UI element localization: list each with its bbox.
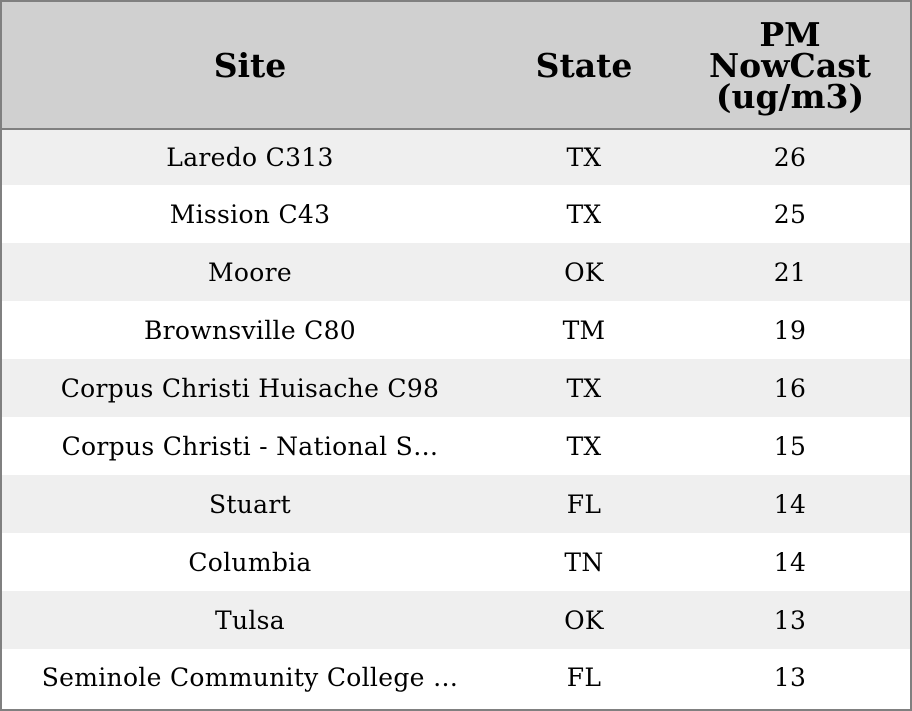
header-row: Site State PM NowCast (ug/m3) (2, 2, 910, 130)
table-header: Site State PM NowCast (ug/m3) (2, 2, 910, 130)
table-row: Tulsa OK 13 (2, 591, 910, 649)
table-row: Stuart FL 14 (2, 475, 910, 533)
cell-site: Corpus Christi - National S… (61, 431, 439, 461)
cell-pm: 13 (773, 662, 807, 692)
header-pm-line2: NowCast (708, 45, 872, 85)
cell-state: FL (566, 662, 602, 692)
cell-site: Seminole Community College … (41, 662, 459, 692)
header-pm-nowcast[interactable]: PM NowCast (ug/m3) (670, 2, 910, 130)
table-row: Corpus Christi Huisache C98 TX 16 (2, 359, 910, 417)
cell-pm: 13 (773, 605, 807, 635)
table-row: Brownsville C80 TM 19 (2, 301, 910, 359)
cell-pm: 25 (773, 199, 807, 229)
table-row: Laredo C313 TX 26 (2, 129, 910, 185)
table-row: Columbia TN 14 (2, 533, 910, 591)
cell-pm: 15 (773, 431, 807, 461)
cell-site: Mission C43 (169, 199, 331, 229)
header-state[interactable]: State (498, 2, 670, 130)
header-site[interactable]: Site (2, 2, 498, 130)
cell-site: Brownsville C80 (144, 315, 356, 345)
header-pm-line3: (ug/m3) (715, 76, 865, 116)
cell-state: OK (564, 257, 604, 287)
cell-site: Tulsa (214, 605, 285, 635)
table-row: Seminole Community College … FL 13 (2, 649, 910, 705)
cell-state: TX (566, 143, 602, 172)
table-row: Moore OK 21 (2, 243, 910, 301)
cell-state: FL (566, 489, 602, 519)
cell-site: Corpus Christi Huisache C98 (60, 373, 440, 403)
cell-site: Moore (208, 257, 292, 287)
table-row: Mission C43 TX 25 (2, 185, 910, 243)
cell-state: TX (566, 199, 602, 229)
cell-state: TX (566, 431, 602, 461)
cell-state: TM (562, 315, 606, 345)
cell-pm: 16 (773, 373, 807, 403)
cell-state: TN (564, 547, 604, 577)
cell-state: OK (564, 605, 604, 635)
cell-site: Columbia (188, 547, 312, 577)
table-row: Corpus Christi - National S… TX 15 (2, 417, 910, 475)
table-body: Laredo C313 TX 26 Mission C43 TX 25 Moor… (2, 129, 910, 705)
cell-pm: 14 (773, 547, 807, 577)
cell-pm: 26 (773, 143, 807, 172)
header-pm-line1: PM (759, 14, 821, 54)
cell-pm: 21 (773, 257, 807, 287)
cell-state: TX (566, 373, 602, 403)
cell-pm: 19 (773, 315, 807, 345)
cell-pm: 14 (773, 489, 807, 519)
cell-site: Laredo C313 (166, 143, 334, 172)
cell-site: Stuart (209, 489, 291, 519)
